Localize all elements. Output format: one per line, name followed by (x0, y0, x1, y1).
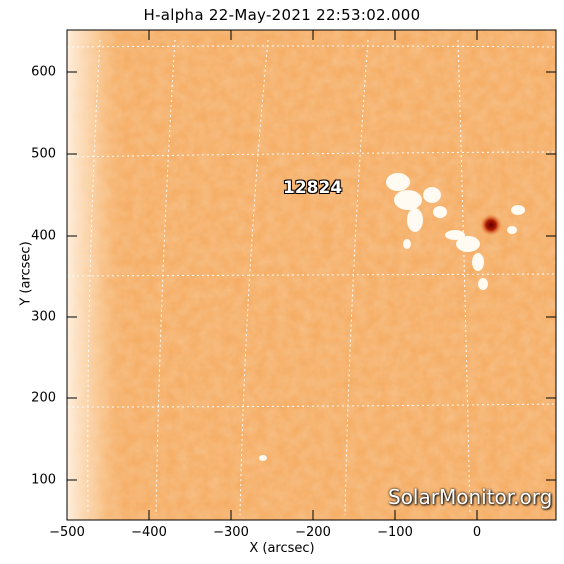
x-tick-label: −200 (295, 525, 331, 540)
y-tick-marks (67, 71, 556, 481)
image-title: H-alpha 22-May-2021 22:53:02.000 (143, 6, 421, 24)
active-region-plage (259, 173, 525, 461)
x-tick-label: 0 (472, 525, 482, 540)
active-region-number: 12824 (283, 178, 343, 198)
y-tick-label: 100 (31, 472, 56, 488)
limb-brightening (67, 30, 556, 520)
y-axis-label: Y (arcsec) (18, 241, 34, 306)
y-tick-label: 300 (31, 309, 56, 325)
x-tick-label: −500 (49, 525, 85, 540)
y-tick-label: 500 (31, 146, 56, 162)
x-tick-label: −100 (377, 525, 413, 540)
x-tick-marks (66, 30, 478, 520)
sunspot (480, 214, 502, 236)
x-axis-label: X (arcsec) (249, 541, 315, 556)
heliographic-grid (67, 39, 556, 516)
y-tick-label: 600 (31, 64, 56, 80)
solarmonitor-watermark: SolarMonitor.org (388, 485, 553, 509)
y-tick-label: 400 (31, 228, 56, 244)
x-tick-label: −400 (131, 525, 167, 540)
plot-frame (66, 29, 557, 521)
x-tick-label: −300 (213, 525, 249, 540)
y-tick-label: 200 (31, 390, 56, 406)
